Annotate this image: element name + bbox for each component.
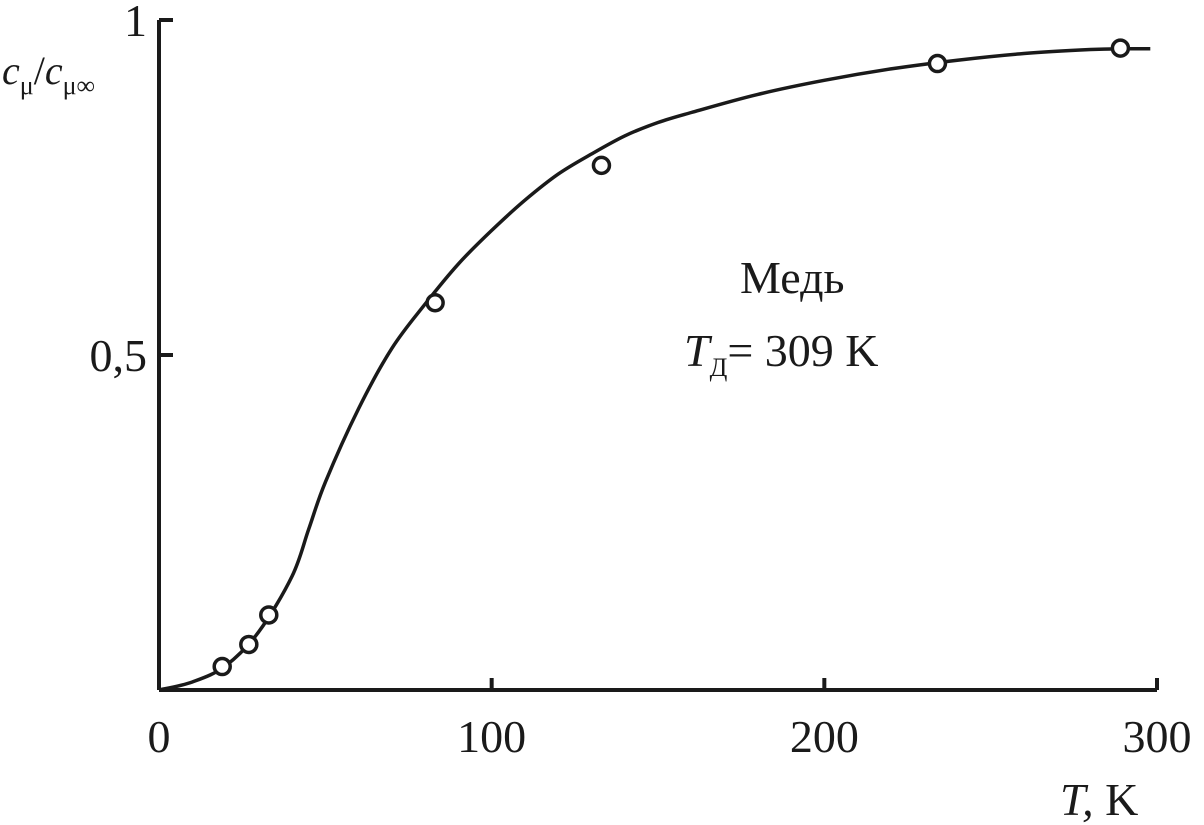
- data-point: [1110, 38, 1131, 58]
- ticks: [159, 18, 1159, 690]
- y-label-slash: /: [34, 48, 46, 93]
- data-points: [212, 38, 1131, 677]
- debye-t-value: = 309 K: [727, 325, 878, 376]
- x-tick-label: 200: [790, 711, 859, 762]
- y-tick-label: 1: [124, 0, 147, 46]
- debye-t-var: T: [684, 325, 713, 376]
- x-axis-label: T, K: [1060, 774, 1138, 825]
- y-label-c2: c: [45, 48, 63, 93]
- debye-temperature-label: TД= 309 K: [684, 325, 879, 382]
- data-point: [259, 605, 279, 625]
- x-label-var: T,: [1060, 774, 1094, 825]
- x-tick-label: 0: [148, 711, 171, 762]
- y-axis-label: cμ/cμ∞: [2, 48, 95, 100]
- y-label-sub1: μ: [20, 71, 34, 100]
- material-label: Медь: [740, 252, 845, 303]
- data-point: [591, 155, 612, 176]
- x-label-unit: K: [1094, 774, 1139, 825]
- x-tick-label: 300: [1123, 711, 1192, 762]
- debye-t-sub: Д: [710, 353, 728, 382]
- data-point: [212, 656, 232, 677]
- data-point: [239, 634, 259, 655]
- y-label-sub2: μ∞: [63, 71, 95, 100]
- data-point: [927, 53, 948, 74]
- y-label-c1: c: [2, 48, 20, 93]
- y-tick-label: 0,5: [90, 330, 148, 381]
- x-tick-label: 100: [457, 711, 526, 762]
- tick-labels: 0 100 200 300 0,5 1: [90, 0, 1192, 762]
- data-point: [425, 292, 445, 313]
- fit-curve: [158, 47, 1151, 692]
